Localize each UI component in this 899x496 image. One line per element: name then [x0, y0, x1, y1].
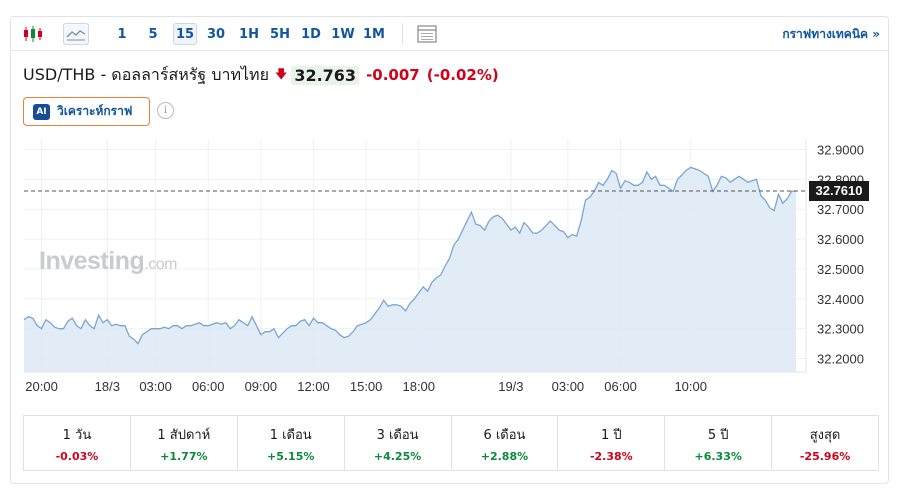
timeframe-1[interactable]: 1	[117, 26, 127, 42]
performance-period: 1 ปี	[600, 427, 622, 443]
y-tick-label: 32.5000	[817, 262, 864, 277]
x-tick-label: 19/3	[498, 379, 523, 394]
performance-table: 1 วัน -0.03% 1 สัปดาห์ +1.77% 1 เดือน +5.15% 3…	[23, 415, 879, 471]
performance-period: 1 เดือน	[269, 427, 312, 443]
performance-cell[interactable]: สูงสุด -25.96%	[772, 416, 878, 470]
x-tick-label: 20:00	[25, 379, 58, 394]
info-icon[interactable]: i	[157, 102, 174, 119]
performance-cell[interactable]: 1 เดือน +5.15%	[238, 416, 345, 470]
performance-value: +5.15%	[266, 449, 315, 463]
performance-value: -2.38%	[589, 449, 633, 463]
performance-period: 3 เดือน	[376, 427, 419, 443]
technical-chart-link[interactable]: กราฟทางเทคนิค »	[782, 27, 880, 41]
performance-period: สูงสุด	[809, 427, 841, 443]
price-change: -0.007	[366, 66, 420, 84]
performance-value: +1.77%	[160, 449, 208, 463]
x-tick-label: 18/3	[95, 379, 120, 394]
x-tick-label: 03:00	[552, 379, 585, 394]
x-tick-label: 15:00	[350, 379, 383, 394]
pair-title: USD/THB - ดอลลาร์สหรัฐ บาทไทย	[23, 64, 269, 84]
instrument-header: USD/THB - ดอลลาร์สหรัฐ บาทไทย 🡇 32.763 -…	[23, 63, 499, 87]
chart-panel: 1 5 15 30 1H 5H 1D 1W 1M กราฟทางเทคนิค » USD/THB…	[10, 16, 889, 484]
x-tick-label: 12:00	[297, 379, 330, 394]
series-area-fill	[24, 167, 796, 372]
performance-value: +2.88%	[480, 449, 529, 463]
timeframe-30[interactable]: 30	[206, 26, 226, 42]
performance-value: -25.96%	[799, 449, 851, 463]
y-tick-label: 32.2000	[817, 352, 864, 367]
chart-toolbar: 1 5 15 30 1H 5H 1D 1W 1M กราฟทางเทคนิค »	[11, 17, 888, 51]
performance-cell[interactable]: 3 เดือน +4.25%	[345, 416, 452, 470]
performance-value: -0.03%	[55, 449, 99, 463]
x-tick-label: 03:00	[139, 379, 172, 394]
performance-period: 5 ปี	[707, 427, 729, 443]
timeframe-15[interactable]: 15	[173, 23, 197, 45]
y-tick-label: 32.4000	[817, 292, 864, 307]
last-price: 32.763	[291, 65, 360, 85]
toolbar-divider	[402, 23, 403, 45]
x-tick-label: 10:00	[674, 379, 707, 394]
y-tick-label: 32.3000	[817, 322, 864, 337]
performance-period: 6 เดือน	[483, 427, 526, 443]
y-tick-label: 32.6000	[817, 232, 864, 247]
performance-cell[interactable]: 1 สัปดาห์ +1.77%	[131, 416, 238, 470]
ai-analyze-label: วิเคราะห์กราฟ	[57, 104, 133, 118]
timeframe-5[interactable]: 5	[148, 26, 158, 42]
performance-cell[interactable]: 5 ปี +6.33%	[665, 416, 773, 470]
price-chart[interactable]: 32.900032.800032.700032.600032.500032.40…	[11, 137, 888, 399]
watermark-domain: .com	[144, 256, 177, 273]
timeframe-5h[interactable]: 5H	[270, 26, 290, 42]
timeframe-1h[interactable]: 1H	[239, 26, 259, 42]
timeframe-1m[interactable]: 1M	[363, 26, 385, 42]
x-tick-label: 09:00	[245, 379, 278, 394]
current-price-tag: 32.7610	[809, 180, 869, 201]
watermark-brand: Investing	[39, 247, 145, 275]
x-tick-label: 06:00	[604, 379, 637, 394]
down-arrow-icon: 🡇	[274, 66, 288, 81]
x-tick-label: 06:00	[192, 379, 225, 394]
price-change-percent: (-0.02%)	[426, 66, 499, 84]
ai-icon: AI	[33, 103, 50, 120]
timeframe-1w[interactable]: 1W	[331, 26, 355, 42]
performance-period: 1 สัปดาห์	[157, 427, 211, 443]
y-tick-label: 32.7000	[817, 202, 864, 217]
candlestick-chart-icon[interactable]	[21, 23, 45, 45]
performance-cell[interactable]: 6 เดือน +2.88%	[452, 416, 559, 470]
ai-analyze-chart-button[interactable]: AI วิเคราะห์กราฟ	[23, 97, 150, 126]
timeframe-1d[interactable]: 1D	[301, 26, 321, 42]
investing-watermark: Investing.com	[39, 247, 177, 276]
performance-cell[interactable]: 1 ปี -2.38%	[558, 416, 666, 470]
performance-value: +6.33%	[694, 449, 742, 463]
area-chart-icon[interactable]	[63, 23, 89, 45]
performance-cell[interactable]: 1 วัน -0.03%	[24, 416, 131, 470]
series-line	[23, 166, 797, 345]
table-view-icon[interactable]	[415, 23, 439, 45]
y-tick-label: 32.9000	[817, 142, 864, 157]
performance-period: 1 วัน	[62, 427, 92, 443]
performance-value: +4.25%	[373, 449, 422, 463]
x-tick-label: 18:00	[402, 379, 435, 394]
